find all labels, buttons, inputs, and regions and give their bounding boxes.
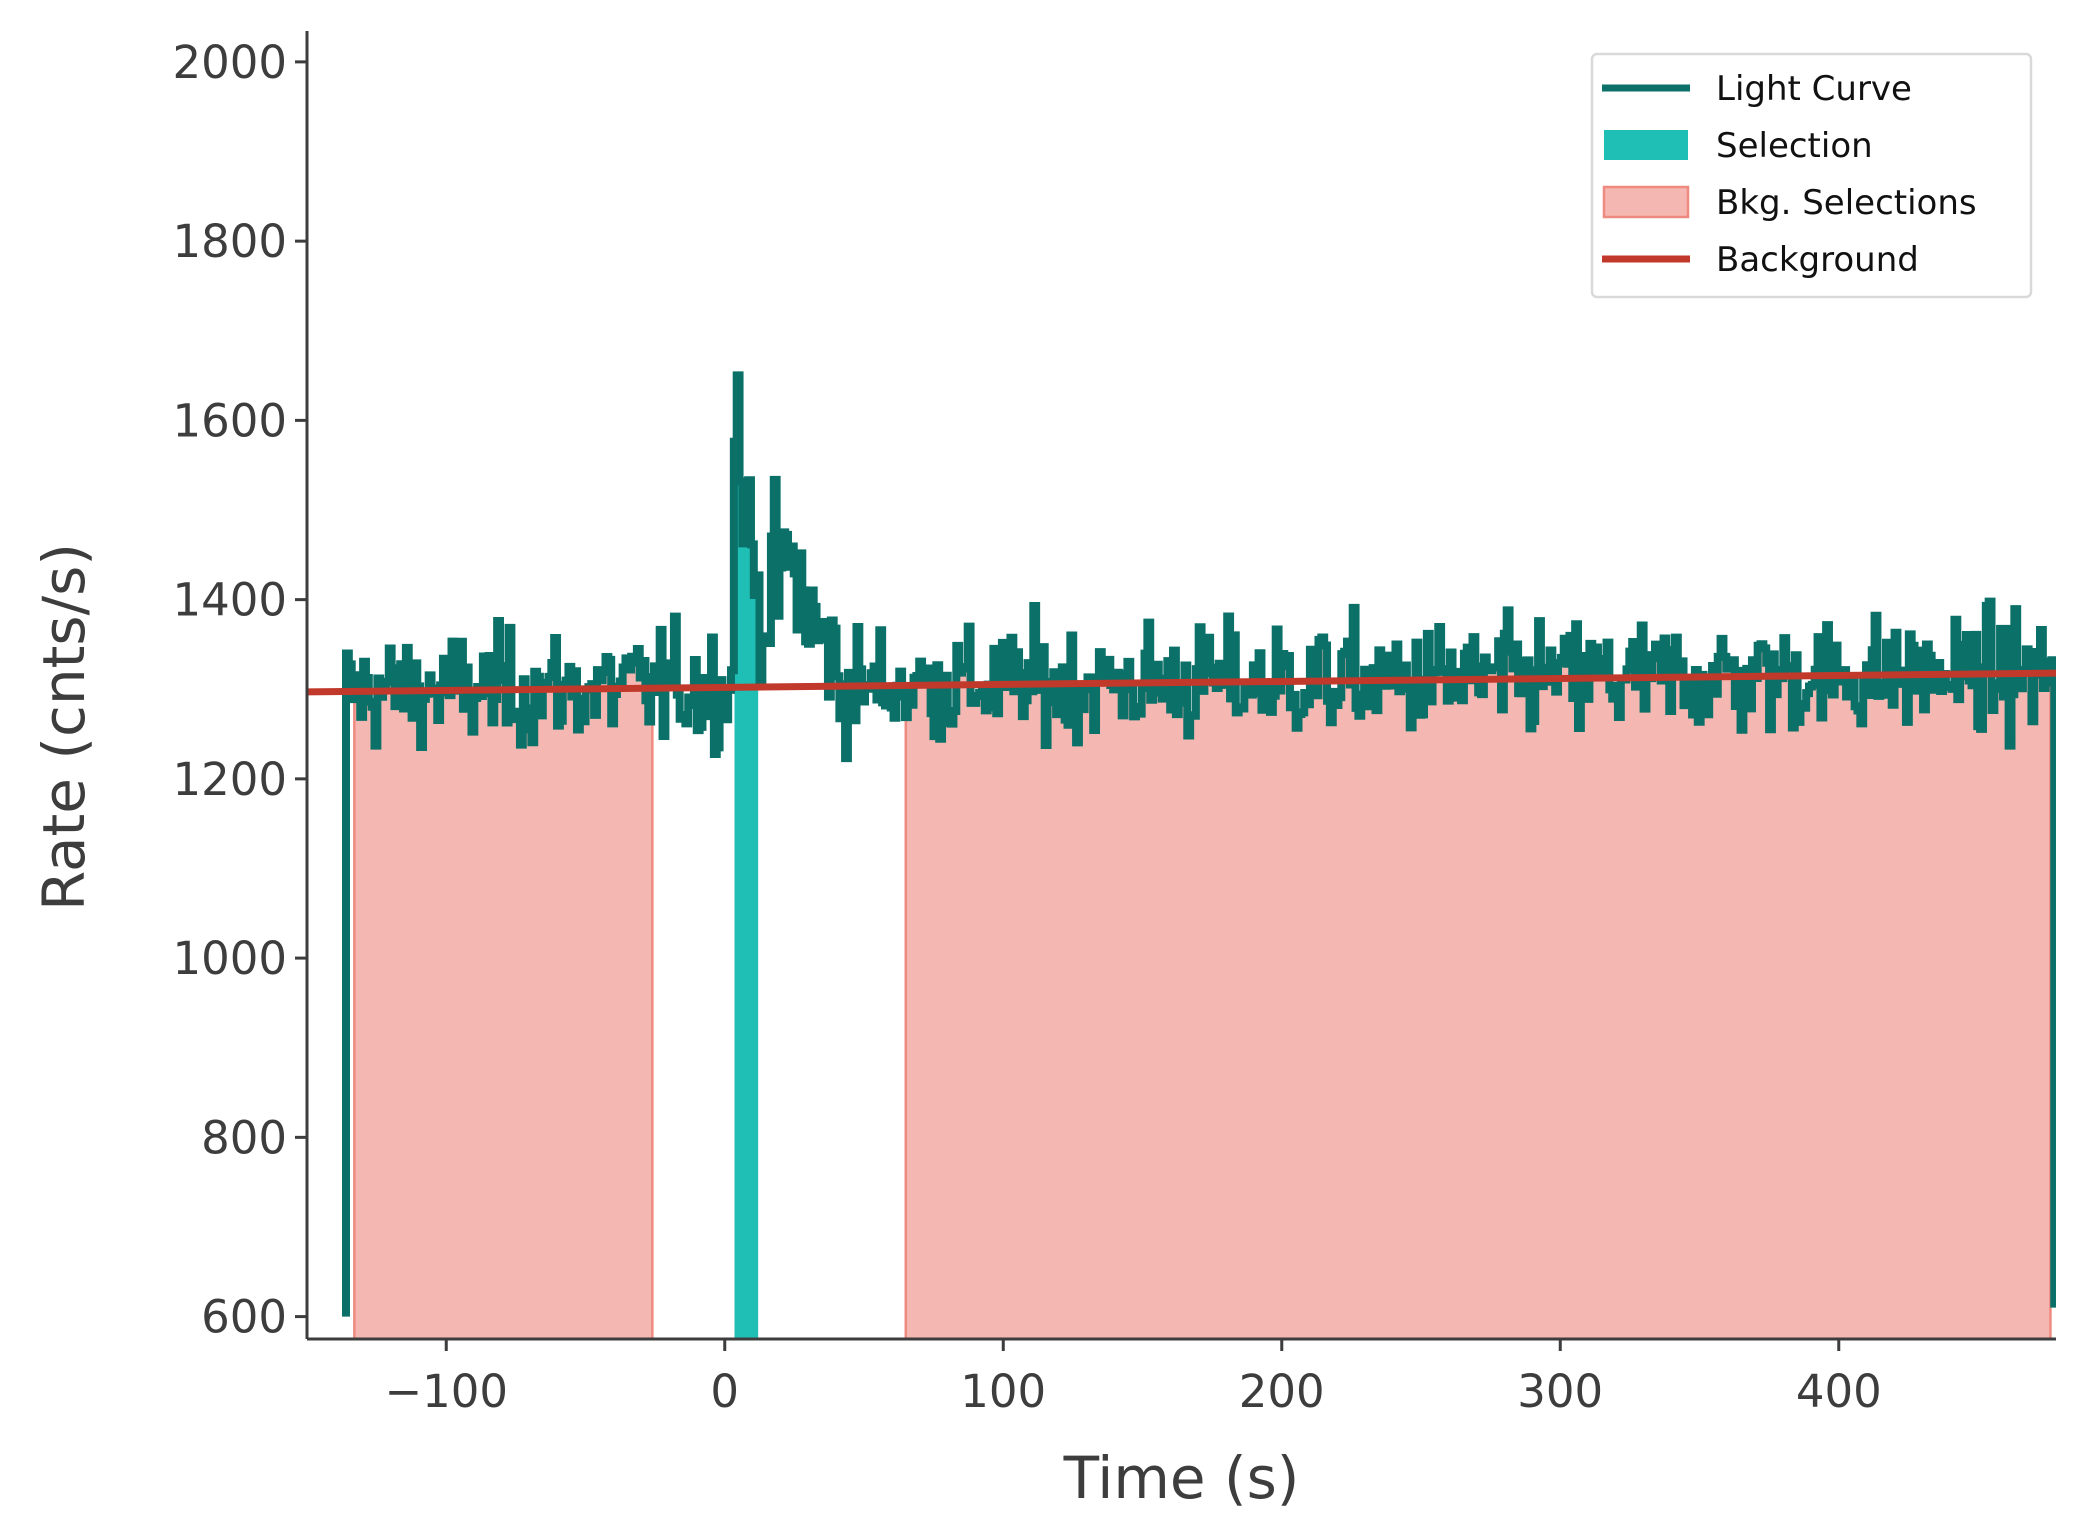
legend-label: Selection: [1716, 126, 1873, 166]
axes-layer: [305, 31, 2056, 1341]
y-tick-label: 1200: [172, 753, 287, 806]
x-tick-label: 300: [1517, 1365, 1603, 1418]
legend-label: Bkg. Selections: [1716, 183, 1977, 223]
selection-layer: [734, 375, 759, 1339]
y-tick-label: 600: [201, 1291, 287, 1344]
legend-swatch: [1602, 185, 1690, 219]
x-tick-label: 100: [960, 1365, 1046, 1418]
ticks-layer: −100 0 100 200 300 400 600 800 1000 1200 1400 1600 1…: [172, 36, 1881, 1418]
background-line: [307, 669, 2056, 696]
x-axis-title: Time (s): [1063, 1444, 1300, 1512]
y-axis-title: Rate (cnts/s): [30, 543, 98, 911]
legend-label: Light Curve: [1716, 69, 1912, 109]
x-tick-label: 200: [1239, 1365, 1325, 1418]
y-tick-label: 1000: [172, 932, 287, 985]
bkg-selection-region-1: [353, 619, 654, 1339]
y-tick-label: 800: [201, 1111, 287, 1164]
x-tick-label: 400: [1796, 1365, 1882, 1418]
y-tick-label: 2000: [172, 36, 287, 89]
legend-box: [1590, 52, 2033, 299]
y-tick-label: 1800: [172, 215, 287, 268]
y-tick-label: 1600: [172, 394, 287, 447]
legend: Light Curve Selection Bkg. Selections Backg…: [1590, 52, 2033, 299]
legend-label: Background: [1716, 240, 1919, 280]
background-line-layer: [307, 669, 2056, 696]
legend-swatch: [1604, 130, 1688, 160]
x-tick-label: 0: [710, 1365, 739, 1418]
x-tick-label: −100: [384, 1365, 508, 1418]
light-curve-layer: [341, 371, 2056, 1317]
selection-region: [734, 375, 759, 1339]
y-tick-label: 1400: [172, 574, 287, 627]
light-curve-line: [341, 371, 2056, 1317]
